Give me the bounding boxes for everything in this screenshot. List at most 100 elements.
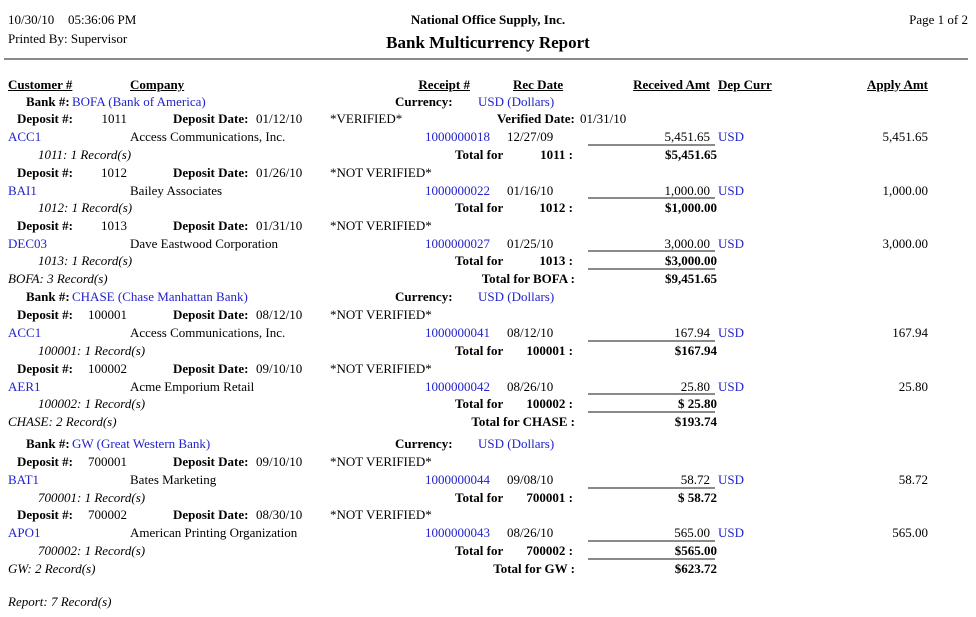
dep-curr-link[interactable]: USD: [718, 183, 745, 198]
bank-link[interactable]: BOFA (Bank of America): [72, 94, 206, 109]
col-rec-date: Rec Date: [513, 77, 564, 92]
company-name: Bailey Associates: [130, 183, 223, 198]
total-deposit-number: 1012 :: [539, 200, 573, 215]
total-underline: [588, 144, 715, 146]
total-underline: [588, 197, 715, 199]
receipt-row: DEC03 Dave Eastwood Corporation 10000000…: [0, 236, 976, 254]
verified-status: *NOT VERIFIED*: [330, 361, 432, 376]
company-name: Acme Emporium Retail: [130, 379, 255, 394]
bank-record-count: CHASE: 2 Record(s): [8, 414, 117, 429]
bank-total-amount: $193.74: [674, 414, 717, 429]
deposit-header-row: Deposit #: 700002 Deposit Date: 08/30/10…: [0, 507, 976, 525]
report-record-count: Report: 7 Record(s): [8, 594, 112, 609]
total-underline: [588, 558, 715, 560]
receipt-link[interactable]: 1000000042: [425, 379, 490, 394]
received-amt: 3,000.00: [664, 236, 711, 251]
receipt-row: ACC1 Access Communications, Inc. 1000000…: [0, 129, 976, 147]
total-deposit-number: 100002 :: [526, 396, 573, 411]
received-amt: 5,451.65: [664, 129, 711, 144]
customer-link[interactable]: ACC1: [8, 325, 42, 340]
bank-link[interactable]: CHASE (Chase Manhattan Bank): [72, 289, 248, 304]
total-for-label: Total for: [455, 253, 504, 268]
deposit-header-row: Deposit #: 1011 Deposit Date: 01/12/10 *…: [0, 111, 976, 129]
apply-amt: 3,000.00: [882, 236, 929, 251]
verified-status: *NOT VERIFIED*: [330, 507, 432, 522]
header-separator-line: [4, 58, 968, 60]
deposit-number: 100001: [88, 307, 127, 322]
verified-status: *NOT VERIFIED*: [330, 307, 432, 322]
deposit-date: 08/12/10: [256, 307, 303, 322]
deposit-number: 1013: [101, 218, 127, 233]
dep-curr-link[interactable]: USD: [718, 129, 745, 144]
deposit-date-label: Deposit Date:: [173, 307, 249, 322]
apply-amt: 565.00: [892, 525, 928, 540]
customer-link[interactable]: ACC1: [8, 129, 42, 144]
rec-date: 08/12/10: [507, 325, 554, 340]
total-deposit-number: 100001 :: [526, 343, 573, 358]
deposit-record-count: 700001: 1 Record(s): [38, 490, 146, 505]
verified-date: 01/31/10: [580, 111, 627, 126]
verified-date-label: Verified Date:: [497, 111, 575, 126]
receipt-link[interactable]: 1000000022: [425, 183, 490, 198]
bank-record-count: GW: 2 Record(s): [8, 561, 96, 576]
dep-curr-link[interactable]: USD: [718, 325, 745, 340]
bank-header-row: Bank #: CHASE (Chase Manhattan Bank) Cur…: [0, 289, 976, 307]
bank-total-label: Total for CHASE :: [471, 414, 575, 429]
company-name-header: National Office Supply, Inc.: [410, 12, 566, 27]
total-for-label: Total for: [455, 343, 504, 358]
col-apply-amt: Apply Amt: [866, 77, 928, 92]
bank-header-row: Bank #: BOFA (Bank of America) Currency:…: [0, 94, 976, 112]
deposit-total-amount: $1,000.00: [665, 200, 717, 215]
total-for-label: Total for: [455, 147, 504, 162]
customer-link[interactable]: BAI1: [8, 183, 37, 198]
received-amt: 565.00: [674, 525, 710, 540]
col-received-amt: Received Amt: [633, 77, 710, 92]
currency-link[interactable]: USD (Dollars): [478, 289, 555, 304]
receipt-row: BAT1 Bates Marketing 1000000044 09/08/10…: [0, 472, 976, 490]
verified-status: *NOT VERIFIED*: [330, 218, 432, 233]
verified-status: *NOT VERIFIED*: [330, 165, 432, 180]
bank-total-amount: $623.72: [674, 561, 717, 576]
printed-by: Printed By: Supervisor: [8, 31, 128, 46]
receipt-link[interactable]: 1000000043: [425, 525, 490, 540]
dep-curr-link[interactable]: USD: [718, 472, 745, 487]
deposit-date-label: Deposit Date:: [173, 165, 249, 180]
deposit-total-amount: $3,000.00: [665, 253, 717, 268]
deposit-date: 01/26/10: [256, 165, 303, 180]
customer-link[interactable]: BAT1: [8, 472, 40, 487]
currency-link[interactable]: USD (Dollars): [478, 436, 555, 451]
receipt-link[interactable]: 1000000027: [425, 236, 490, 251]
receipt-row: APO1 American Printing Organization 1000…: [0, 525, 976, 543]
receipt-link[interactable]: 1000000044: [425, 472, 490, 487]
received-amt: 25.80: [680, 379, 710, 394]
deposit-total-row: 700002: 1 Record(s) Total for 700002 : $…: [0, 543, 976, 561]
receipt-link[interactable]: 1000000041: [425, 325, 490, 340]
bank-total-row: GW: 2 Record(s) Total for GW : $623.72: [0, 561, 976, 579]
deposit-number-label: Deposit #:: [17, 218, 73, 233]
total-deposit-number: 1011 :: [540, 147, 573, 162]
dep-curr-link[interactable]: USD: [718, 236, 745, 251]
bank-number-label: Bank #:: [26, 94, 70, 109]
customer-link[interactable]: APO1: [8, 525, 41, 540]
deposit-date-label: Deposit Date:: [173, 454, 249, 469]
print-time: 05:36:06 PM: [68, 12, 137, 27]
currency-label: Currency:: [395, 436, 453, 451]
total-underline: [588, 540, 715, 542]
customer-link[interactable]: DEC03: [8, 236, 47, 251]
bank-link[interactable]: GW (Great Western Bank): [72, 436, 211, 451]
receipt-link[interactable]: 1000000018: [425, 129, 490, 144]
bank-total-row: BOFA: 3 Record(s) Total for BOFA : $9,45…: [0, 271, 976, 289]
total-underline: [588, 487, 715, 489]
dep-curr-link[interactable]: USD: [718, 525, 745, 540]
apply-amt: 58.72: [898, 472, 928, 487]
currency-link[interactable]: USD (Dollars): [478, 94, 555, 109]
customer-link[interactable]: AER1: [8, 379, 41, 394]
currency-label: Currency:: [395, 94, 453, 109]
deposit-total-row: 1013: 1 Record(s) Total for 1013 : $3,00…: [0, 253, 976, 271]
deposit-total-amount: $ 25.80: [678, 396, 717, 411]
total-underline: [588, 250, 715, 252]
deposit-number-label: Deposit #:: [17, 361, 73, 376]
deposit-number: 100002: [88, 361, 127, 376]
receipt-row: BAI1 Bailey Associates 1000000022 01/16/…: [0, 183, 976, 201]
dep-curr-link[interactable]: USD: [718, 379, 745, 394]
